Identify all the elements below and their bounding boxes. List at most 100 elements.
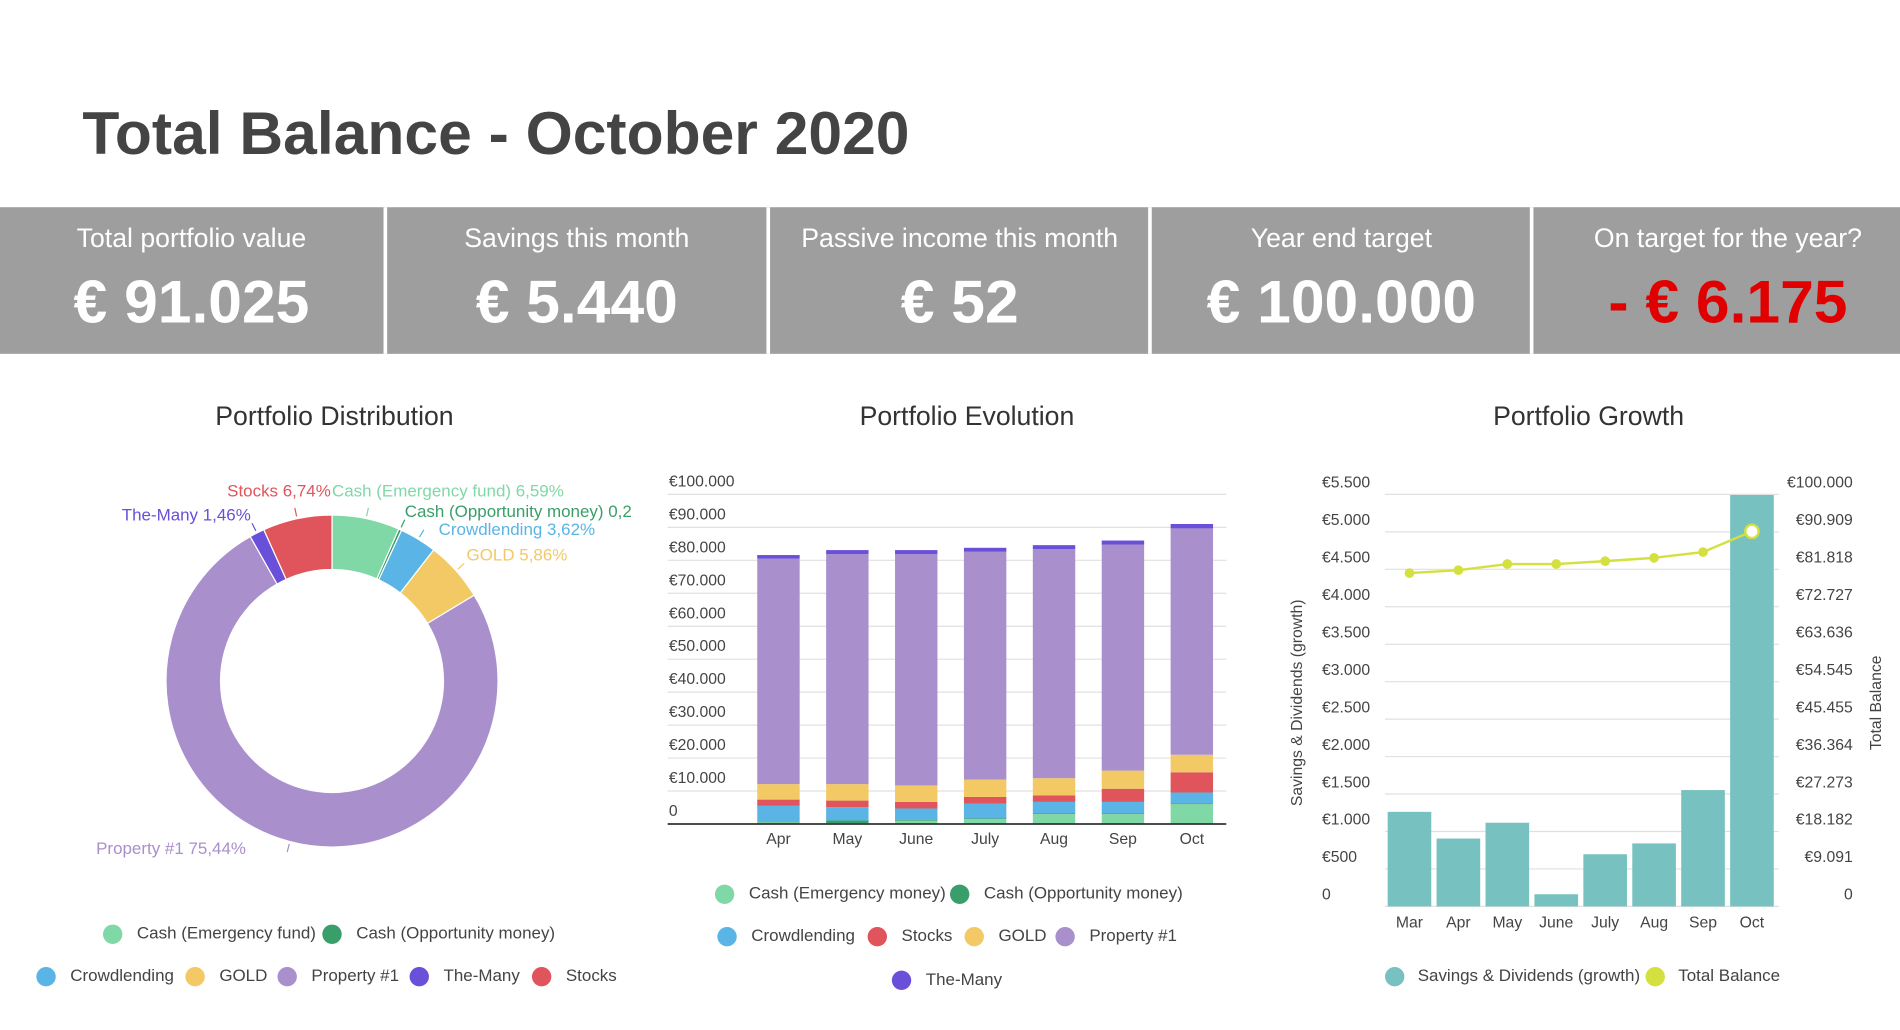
slice-label: Cash (Emergency fund) 6,59% — [332, 481, 564, 500]
legend-swatch — [1385, 966, 1405, 987]
legend-swatch — [36, 966, 56, 987]
y2-tick-label: €100.000 — [1787, 475, 1853, 492]
x-tick-label: July — [971, 831, 999, 848]
y-tick-label: €5.000 — [1322, 512, 1370, 529]
y2-tick-label: €54.545 — [1796, 662, 1853, 679]
y-tick-label: €2.500 — [1322, 699, 1370, 716]
legend-label: The-Many — [926, 970, 1003, 989]
combo-chart: Portfolio Growth 0 €500 €1.000 €1.500 €2.000 €… — [1289, 401, 1885, 987]
bar-segment — [963, 818, 1007, 820]
y2-tick-label: €36.364 — [1796, 737, 1853, 754]
slice-label: Property #1 75,44% — [96, 839, 246, 858]
bar — [1436, 838, 1481, 907]
y-tick-label: €100.000 — [669, 473, 735, 490]
x-tick-label: July — [1591, 915, 1619, 932]
x-tick-label: Sep — [1109, 831, 1137, 848]
y2-axis-title: Total Balance — [1868, 655, 1885, 750]
bar-segment — [1032, 814, 1076, 824]
bar-segment — [963, 819, 1007, 824]
legend-swatch — [950, 884, 970, 904]
chart-title: Portfolio Evolution — [860, 401, 1075, 431]
bar-segment — [1170, 528, 1214, 755]
slice-label: Stocks 6,74% — [227, 481, 331, 500]
bar-segment — [895, 554, 938, 786]
leader-line — [418, 529, 425, 538]
legend-label: Cash (Opportunity money) — [984, 884, 1183, 903]
y2-tick-label: €27.273 — [1796, 774, 1853, 791]
bar-segment — [1101, 770, 1145, 789]
y2-tick-label: €81.818 — [1796, 550, 1853, 567]
bar — [1387, 811, 1432, 907]
bar-segment — [826, 807, 869, 821]
bar-segment — [1032, 795, 1076, 802]
x-tick-label: May — [1492, 915, 1522, 932]
bar-chart: Portfolio Evolution 0 €10.000 €20.000 €30.00… — [667, 401, 1227, 990]
bar-segment — [826, 820, 869, 824]
bar-segment — [1170, 523, 1214, 529]
bar-segment — [757, 799, 800, 806]
bar-segment — [895, 820, 938, 824]
y-tick-label: €3.000 — [1322, 662, 1370, 679]
legend-label: The-Many — [443, 966, 520, 985]
slice-label: Cash (Opportunity money) 0,2 — [405, 502, 632, 521]
legend-swatch — [867, 926, 887, 947]
x-tick-label: Apr — [766, 831, 791, 848]
y-tick-label: €1.500 — [1322, 774, 1370, 791]
kpi-value: € 52 — [901, 268, 1019, 336]
kpi-label: On target for the year? — [1594, 223, 1862, 253]
bar-segment — [1032, 778, 1076, 796]
kpi-label: Total portfolio value — [77, 223, 307, 253]
y-tick-label: €10.000 — [669, 770, 726, 787]
line-point — [1551, 559, 1562, 569]
legend-label: Savings & Dividends (growth) — [1418, 966, 1640, 985]
y2-tick-label: €18.182 — [1796, 812, 1853, 829]
leader-line — [366, 507, 369, 517]
line-point — [1502, 559, 1513, 569]
y-tick-label: €60.000 — [669, 605, 726, 622]
bar-segment — [895, 808, 938, 821]
kpi-value: € 91.025 — [74, 268, 310, 336]
bar — [1534, 894, 1579, 907]
bar-segment — [1170, 792, 1214, 804]
line-point — [1453, 565, 1464, 576]
line-point — [1649, 553, 1659, 563]
y-tick-label: €1.000 — [1322, 812, 1370, 829]
legend-swatch — [102, 924, 123, 944]
line-point — [1404, 568, 1415, 578]
y2-tick-label: 0 — [1844, 887, 1853, 904]
legend-label: GOLD — [998, 926, 1046, 945]
legend-swatch — [185, 966, 205, 987]
leader-line — [286, 843, 290, 853]
bar-segment — [895, 820, 938, 821]
chart-title: Portfolio Growth — [1493, 401, 1684, 431]
y-tick-label: €40.000 — [669, 671, 726, 688]
x-tick-label: Sep — [1689, 915, 1717, 932]
bar-segment — [1101, 801, 1145, 814]
kpi-label: Year end target — [1251, 223, 1433, 253]
bar — [1730, 494, 1774, 907]
y-tick-label: €500 — [1322, 849, 1357, 866]
y-tick-label: €90.000 — [669, 506, 726, 523]
bar-segment — [757, 821, 800, 823]
bar-segment — [1101, 788, 1145, 802]
chart-title: Portfolio Distribution — [215, 401, 453, 431]
bar-segment — [895, 550, 938, 555]
bar-segment — [757, 784, 800, 800]
legend-swatch — [409, 966, 429, 987]
bar-segment — [757, 555, 800, 559]
kpi-label: Savings this month — [464, 223, 689, 253]
bar-segment — [1170, 803, 1214, 805]
bar-segment — [1101, 540, 1145, 545]
legend-label: Stocks — [902, 926, 953, 945]
bar-segment — [1101, 544, 1145, 771]
y2-tick-label: €90.909 — [1796, 512, 1853, 529]
y2-tick-label: €45.455 — [1796, 699, 1853, 716]
y-tick-label: €20.000 — [669, 737, 726, 754]
y-tick-label: €50.000 — [669, 638, 726, 655]
bar — [1485, 822, 1530, 907]
line-point — [1698, 547, 1708, 557]
legend-label: GOLD — [219, 966, 267, 985]
y-tick-label: 0 — [669, 803, 678, 820]
legend-label: Property #1 — [311, 966, 399, 985]
